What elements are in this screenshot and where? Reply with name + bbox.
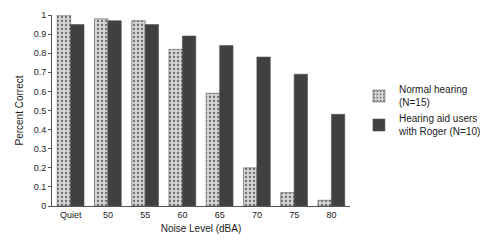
svg-text:0.8: 0.8 bbox=[34, 48, 47, 58]
svg-text:70: 70 bbox=[252, 210, 262, 220]
svg-text:1: 1 bbox=[41, 10, 46, 20]
svg-text:65: 65 bbox=[215, 210, 225, 220]
svg-text:Quiet: Quiet bbox=[60, 210, 82, 220]
svg-text:Noise Level (dBA): Noise Level (dBA) bbox=[161, 223, 242, 234]
svg-text:0.6: 0.6 bbox=[34, 87, 47, 97]
svg-text:60: 60 bbox=[177, 210, 187, 220]
svg-text:0.3: 0.3 bbox=[34, 144, 47, 154]
svg-text:80: 80 bbox=[326, 210, 336, 220]
svg-text:55: 55 bbox=[140, 210, 150, 220]
svg-text:0: 0 bbox=[41, 201, 46, 211]
svg-text:0.7: 0.7 bbox=[34, 67, 47, 77]
svg-text:50: 50 bbox=[103, 210, 113, 220]
svg-text:0.2: 0.2 bbox=[34, 163, 47, 173]
svg-text:0.1: 0.1 bbox=[34, 182, 47, 192]
svg-text:Normal hearing(N=15): Normal hearing(N=15) bbox=[399, 84, 467, 108]
svg-text:0.9: 0.9 bbox=[34, 29, 47, 39]
svg-text:0.5: 0.5 bbox=[34, 106, 47, 116]
svg-text:75: 75 bbox=[289, 210, 299, 220]
svg-text:Percent Correct: Percent Correct bbox=[14, 75, 25, 145]
svg-text:Hearing aid userswith Roger (N: Hearing aid userswith Roger (N=10) bbox=[398, 113, 480, 137]
svg-text:0.4: 0.4 bbox=[34, 125, 47, 135]
